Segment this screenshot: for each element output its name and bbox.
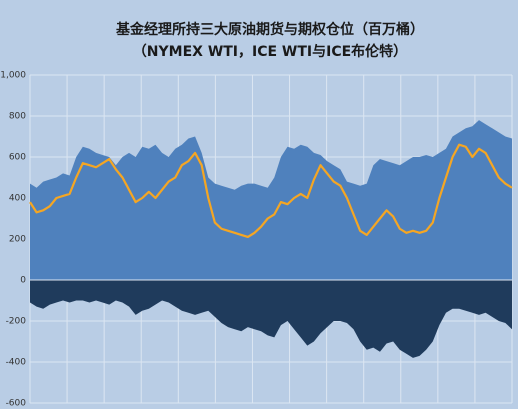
y-tick-label: -600 [6, 399, 27, 409]
y-tick-label: -200 [6, 317, 27, 327]
y-tick-label: 400 [9, 194, 26, 204]
y-tick-label: 800 [9, 112, 26, 122]
line [29, 143, 513, 239]
y-tick-label: 0 [20, 276, 26, 286]
chart-subtitle: （NYMEX WTI，ICE WTI与ICE布伦特） [133, 43, 407, 60]
area [30, 280, 512, 358]
y-tick-label: -400 [6, 358, 27, 368]
y-tick-label: 1,000 [0, 71, 26, 81]
y-tick-label: 200 [9, 235, 26, 245]
y-tick-label: 600 [9, 153, 26, 163]
area [30, 120, 512, 280]
chart-title: 基金经理所持三大原油期货与期权仓位（百万桶） [116, 21, 424, 38]
